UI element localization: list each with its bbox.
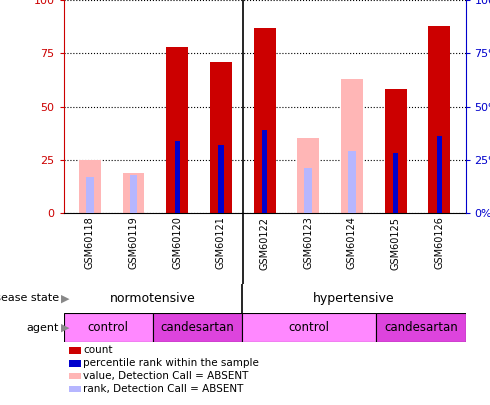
Text: disease state: disease state bbox=[0, 294, 59, 303]
Text: candesartan: candesartan bbox=[384, 321, 458, 334]
Text: ▶: ▶ bbox=[61, 294, 70, 303]
Bar bbox=[262, 130, 268, 213]
Bar bbox=[174, 141, 180, 213]
Bar bbox=[86, 177, 94, 213]
Text: GSM60121: GSM60121 bbox=[216, 217, 226, 269]
Bar bbox=[122, 173, 145, 213]
Text: GSM60120: GSM60120 bbox=[172, 217, 182, 269]
Text: ▶: ▶ bbox=[61, 323, 70, 333]
Bar bbox=[79, 160, 101, 213]
Text: percentile rank within the sample: percentile rank within the sample bbox=[83, 358, 259, 368]
Text: GSM60124: GSM60124 bbox=[347, 217, 357, 269]
FancyBboxPatch shape bbox=[376, 313, 465, 342]
Text: control: control bbox=[289, 321, 330, 334]
Text: count: count bbox=[83, 345, 113, 355]
FancyBboxPatch shape bbox=[64, 313, 153, 342]
Text: GSM60119: GSM60119 bbox=[128, 217, 139, 269]
Text: GSM60118: GSM60118 bbox=[85, 217, 95, 269]
Text: GSM60122: GSM60122 bbox=[260, 217, 270, 270]
Bar bbox=[166, 47, 188, 213]
Text: control: control bbox=[88, 321, 129, 334]
Text: GSM60126: GSM60126 bbox=[434, 217, 444, 269]
FancyBboxPatch shape bbox=[242, 313, 376, 342]
Bar bbox=[130, 175, 137, 213]
Bar bbox=[393, 153, 398, 213]
Text: GSM60125: GSM60125 bbox=[391, 217, 401, 270]
Text: value, Detection Call = ABSENT: value, Detection Call = ABSENT bbox=[83, 371, 248, 381]
Bar bbox=[254, 28, 275, 213]
Bar bbox=[218, 145, 223, 213]
Bar bbox=[348, 151, 356, 213]
Text: hypertensive: hypertensive bbox=[313, 292, 395, 305]
Text: candesartan: candesartan bbox=[161, 321, 235, 334]
Bar bbox=[297, 139, 319, 213]
Bar bbox=[304, 168, 312, 213]
Bar bbox=[437, 136, 442, 213]
FancyBboxPatch shape bbox=[153, 313, 242, 342]
Text: GSM60123: GSM60123 bbox=[303, 217, 313, 269]
Text: normotensive: normotensive bbox=[110, 292, 196, 305]
Bar bbox=[428, 26, 450, 213]
Bar bbox=[341, 79, 363, 213]
Text: agent: agent bbox=[26, 323, 59, 333]
Bar bbox=[385, 90, 407, 213]
Bar bbox=[210, 62, 232, 213]
Text: rank, Detection Call = ABSENT: rank, Detection Call = ABSENT bbox=[83, 384, 244, 394]
